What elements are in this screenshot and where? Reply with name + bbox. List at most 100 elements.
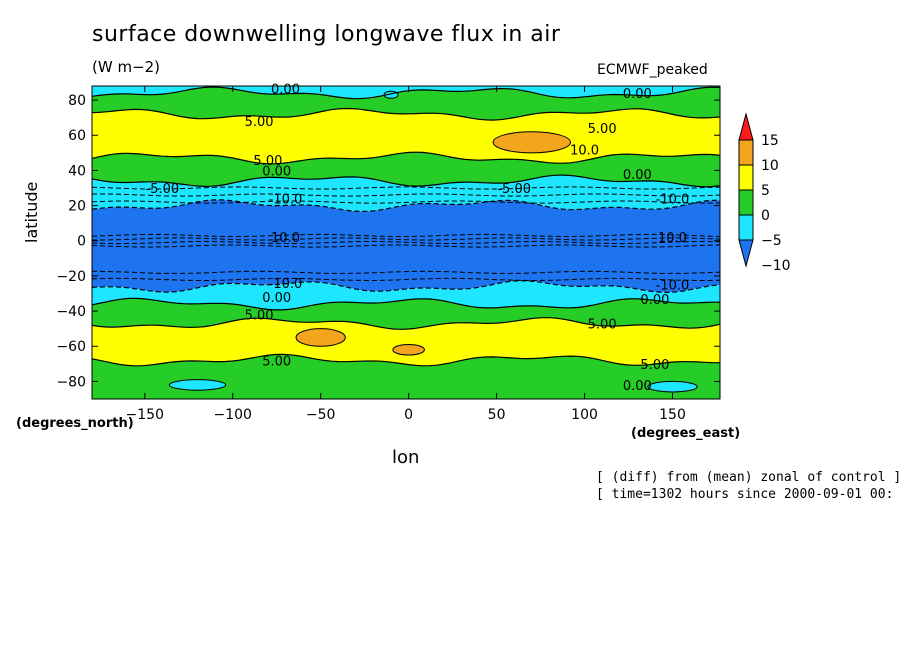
- contour-label-9: -5.00: [497, 182, 531, 197]
- x-ticks: −150 −100 −50 0 50 100 150: [126, 86, 686, 423]
- y-ticks: −80 −60 −40 −20 0 20 40 60 80: [56, 93, 720, 390]
- contour-label-1: 0.00: [623, 87, 652, 102]
- plot-frame: [91, 85, 721, 400]
- contour-label-0: 0.00: [271, 83, 300, 98]
- band-4: [92, 175, 720, 212]
- x-tick-label-1: −100: [214, 407, 252, 423]
- y-tick-label-4: 0: [77, 234, 86, 250]
- y-tick-label-5: 20: [68, 199, 86, 215]
- colorbar-label-3: 0: [761, 208, 770, 224]
- x-axis-units: (degrees_east): [631, 426, 741, 441]
- contour-line-6: [91, 280, 721, 294]
- band-2: [92, 108, 720, 164]
- anomaly-patch-3: [168, 379, 227, 391]
- contour-label-12: 10.0: [271, 231, 300, 246]
- colorbar: 15 10 5 0 −5 −10: [738, 112, 791, 274]
- colorbar-box-3: [738, 164, 754, 191]
- dashed-contour-6: [91, 200, 720, 204]
- contour-label-16: 0.00: [262, 291, 291, 306]
- x-tick-label-6: 150: [659, 407, 686, 423]
- dashed-contour-5: [91, 233, 720, 237]
- contour-label-21: 5.00: [640, 358, 669, 373]
- y-tick-label-1: −60: [56, 339, 86, 355]
- contour-line-7: [91, 297, 721, 311]
- y-tick-label-7: 60: [68, 128, 86, 144]
- band-8: [92, 317, 720, 366]
- anomaly-patch-2: [392, 343, 425, 356]
- colorbar-box-4: [738, 139, 754, 166]
- y-tick-label-0: −80: [56, 374, 86, 390]
- note-time: [ time=1302 hours since 2000-09-01 00:: [596, 487, 894, 502]
- contour-line-5: [91, 199, 720, 212]
- contour-line-2: [91, 107, 721, 121]
- dashed-contour-7: [92, 193, 720, 197]
- x-tick-label-3: 0: [404, 407, 413, 423]
- x-axis-label: lon: [392, 447, 420, 468]
- dashed-contour-2: [91, 244, 720, 248]
- contour-label-13: 10.0: [658, 231, 687, 246]
- band-3: [92, 152, 720, 187]
- units-label: (W m−2): [92, 58, 161, 76]
- colorbar-top-arrow: [738, 112, 754, 141]
- colorbar-label-4: −5: [761, 233, 782, 249]
- dashed-contour-4: [92, 237, 721, 241]
- colorbar-box-2: [738, 189, 754, 216]
- contour-label-2: 5.00: [245, 115, 274, 130]
- contour-label-6: 0.00: [262, 164, 291, 179]
- contour-label-11: -10.0: [656, 193, 690, 208]
- dashed-contour-1: [91, 270, 721, 274]
- contour-label-7: 0.00: [623, 168, 652, 183]
- contour-label-3: 5.00: [588, 122, 617, 137]
- contour-line-4: [91, 174, 721, 188]
- anomaly-patch-4: [647, 380, 698, 393]
- anomaly-patches: [168, 90, 698, 393]
- x-tick-label-5: 100: [571, 407, 598, 423]
- colorbar-label-1: 10: [761, 158, 779, 174]
- y-tick-label-8: 80: [68, 93, 86, 109]
- contour-label-15: -10.0: [656, 279, 690, 294]
- band-7: [92, 298, 720, 330]
- contour-label-10: -10.0: [269, 193, 303, 208]
- colorbar-label-5: −10: [761, 258, 791, 274]
- contour-line-8: [91, 317, 721, 330]
- colorbar-label-2: 5: [761, 183, 770, 199]
- y-tick-label-6: 40: [68, 163, 86, 179]
- dashed-contour-0: [91, 277, 720, 281]
- note-diff: [ (diff) from (mean) zonal of control ]: [596, 470, 902, 485]
- band-5: [92, 199, 720, 293]
- contour-line-9: [91, 353, 721, 367]
- chart-title: surface downwelling longwave flux in air: [92, 22, 561, 47]
- contour-line-3: [91, 151, 721, 165]
- colorbar-label-0: 15: [761, 133, 779, 149]
- x-tick-label-2: −50: [306, 407, 336, 423]
- y-tick-label-3: −20: [56, 269, 86, 285]
- band-6: [92, 280, 720, 310]
- band-9: [92, 354, 720, 399]
- dashed-contour-8: [91, 186, 721, 190]
- band-1: [92, 87, 720, 121]
- anomaly-patch-1: [295, 328, 346, 347]
- colorbar-bottom-arrow: [738, 239, 754, 268]
- contour-label-17: 0.00: [640, 293, 669, 308]
- contour-label-5: 5.00: [253, 154, 282, 169]
- dashed-contour-3: [91, 240, 721, 245]
- x-tick-label-0: −150: [126, 407, 164, 423]
- y-axis-units: (degrees_north): [16, 416, 134, 431]
- colorbar-box-1: [738, 214, 754, 241]
- contour-label-4: 10.0: [570, 143, 599, 158]
- band-0: [92, 86, 720, 99]
- contour-label-18: 5.00: [245, 309, 274, 324]
- contour-label-8: -5.00: [146, 182, 180, 197]
- contour-label-19: 5.00: [588, 317, 617, 332]
- contour-bands: [92, 86, 720, 399]
- contour-label-22: 0.00: [623, 379, 652, 394]
- x-tick-label-4: 50: [488, 407, 506, 423]
- model-label: ECMWF_peaked: [597, 62, 708, 78]
- contour-label-14: -10.0: [269, 277, 303, 292]
- contour-label-20: 5.00: [262, 354, 291, 369]
- y-tick-label-2: −40: [56, 304, 86, 320]
- anomaly-patch-0: [492, 131, 571, 154]
- contour-lines: [91, 86, 721, 367]
